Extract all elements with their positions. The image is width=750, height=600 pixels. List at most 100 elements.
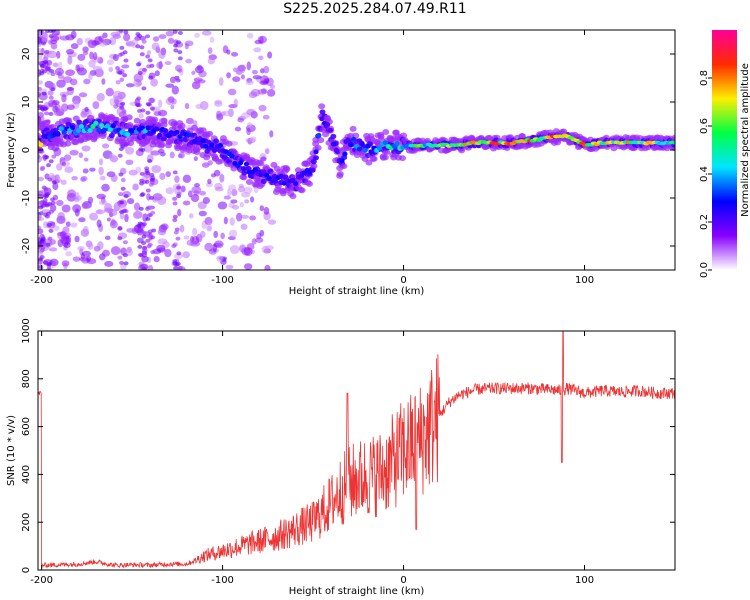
heatmap-noise-blob [214,101,223,107]
heatmap-noise-blob [172,201,178,206]
heatmap-noise-blob [126,227,136,233]
heatmap-noise-blob [243,186,253,194]
heatmap-core-blob [148,131,154,137]
heatmap-noise-blob [101,78,106,85]
heatmap-noise-blob [172,30,178,34]
heatmap-noise-blob [87,39,97,49]
heatmap-noise-blob [149,196,155,201]
heatmap-noise-blob [258,55,264,61]
heatmap-noise-blob [76,37,83,46]
heatmap-noise-blob [141,67,147,72]
heatmap-noise-blob [52,182,59,190]
heatmap-noise-blob [45,242,51,247]
heatmap-noise-blob [252,75,262,80]
heatmap-noise-blob [158,34,167,40]
heatmap-noise-blob [145,188,151,193]
heatmap-halo-blob [206,130,214,137]
heatmap-core-blob [377,145,383,151]
heatmap-noise-blob [150,210,156,215]
heatmap-noise-blob [227,88,237,96]
heatmap-noise-blob [56,79,66,88]
heatmap-noise-blob [48,39,53,45]
heatmap-noise-blob [99,42,108,47]
heatmap-noise-blob [199,230,206,238]
heatmap-noise-blob [179,224,185,233]
heatmap-noise-blob [65,69,75,76]
heatmap-core-blob [368,149,374,155]
heatmap-noise-blob [149,173,155,178]
heatmap-noise-blob [240,214,250,219]
heatmap-core-blob [339,158,345,163]
heatmap-core-blob [310,167,316,173]
heatmap-noise-blob [66,86,75,91]
heatmap-noise-blob [150,250,156,255]
heatmap-noise-blob [165,83,175,88]
snr-y-axis-title: SNR (10 * v/v) [6,415,17,486]
heatmap-noise-blob [123,194,129,199]
heatmap-noise-blob [104,202,113,212]
heatmap-noise-blob [240,64,246,74]
heatmap-noise-blob [228,229,238,238]
heatmap-core-blob [298,173,305,179]
heatmap-noise-blob [38,80,44,85]
heatmap-noise-blob [51,154,57,159]
heatmap-noise-blob [176,194,182,199]
heatmap-noise-blob [176,251,182,256]
heatmap-noise-blob [186,239,195,246]
heatmap-core-blob [345,138,351,144]
heatmap-core-blob [258,172,264,178]
heatmap-noise-blob [42,221,49,229]
heatmap-noise-blob [246,61,252,71]
heatmap-noise-blob [44,30,50,33]
colorbar-tick-label: 0.0 [699,262,710,278]
heatmap-noise-blob [243,247,253,257]
heatmap-noise-blob [50,197,56,202]
heatmap-noise-blob [123,30,129,35]
heatmap-y-axis-title: Frequency (Hz) [6,112,17,188]
heatmap-noise-blob [47,236,53,241]
heatmap-y-tick-label: 20 [21,48,32,61]
heatmap-noise-blob [139,171,145,176]
heatmap-noise-blob [70,222,78,228]
heatmap-noise-blob [64,166,74,173]
heatmap-noise-blob [172,170,178,175]
heatmap-noise-blob [230,51,239,57]
heatmap-noise-blob [147,213,153,218]
heatmap-noise-blob [148,75,154,80]
heatmap-noise-blob [72,256,81,262]
heatmap-noise-blob [219,173,225,183]
heatmap-noise-blob [46,262,52,267]
heatmap-core-blob [382,140,389,145]
heatmap-noise-blob [141,234,147,239]
heatmap-noise-blob [141,240,147,245]
heatmap-noise-blob [109,153,116,162]
heatmap-noise-blob [205,182,213,188]
heatmap-noise-blob [191,81,201,90]
heatmap-core-blob [70,125,76,130]
heatmap-noise-blob [175,78,181,83]
heatmap-core-blob [293,181,299,186]
heatmap-noise-blob [259,205,265,212]
heatmap-noise-blob [204,242,214,252]
heatmap-noise-blob [172,259,178,264]
heatmap-core-blob [78,124,85,129]
heatmap-noise-blob [190,193,200,203]
heatmap-noise-blob [233,98,239,108]
heatmap-noise-blob [38,194,45,199]
heatmap-core-blob [330,141,336,147]
heatmap-noise-blob [47,90,54,96]
heatmap-noise-blob [117,70,123,75]
heatmap-noise-blob [254,39,262,45]
heatmap-core-blob [217,143,224,148]
heatmap-noise-blob [81,145,91,152]
heatmap-core-blob [96,127,102,133]
heatmap-core-blob [157,132,163,138]
heatmap-core-blob [365,143,371,149]
heatmap-blobs [38,30,675,270]
heatmap-noise-blob [69,149,79,156]
heatmap-noise-blob [164,61,172,66]
heatmap-noise-blob [88,72,93,81]
heatmap-noise-blob [217,201,228,210]
heatmap-noise-blob [50,87,56,92]
heatmap-noise-blob [110,174,118,182]
